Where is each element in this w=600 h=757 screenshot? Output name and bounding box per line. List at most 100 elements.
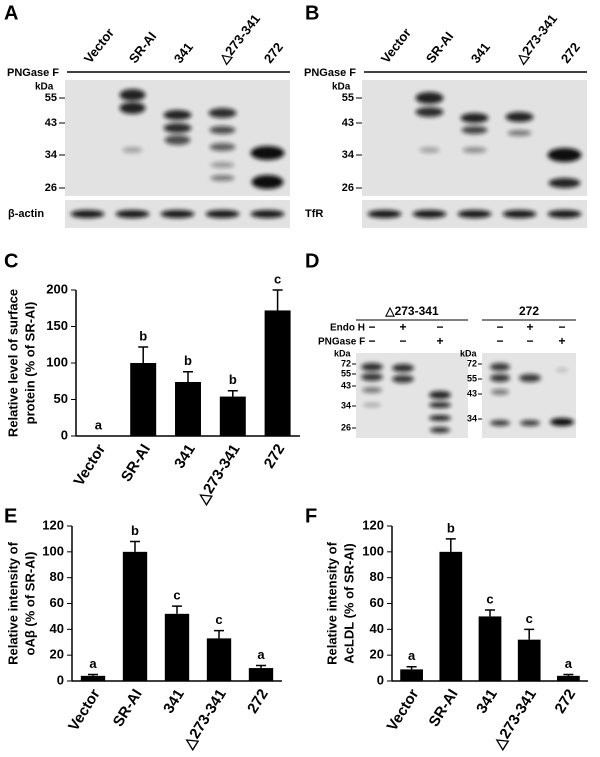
bar [557, 675, 580, 681]
blot-band [412, 210, 447, 218]
group-title: △273-341 [384, 304, 439, 318]
y-tick-label: 100 [42, 543, 64, 558]
blot-band [505, 112, 534, 122]
kda-marker: 72 [467, 358, 477, 368]
blot-band [209, 126, 236, 134]
row-label: Endo H [330, 323, 365, 334]
sign: + [399, 320, 406, 334]
blot-band [163, 110, 192, 120]
blot-band [122, 147, 143, 153]
row-label: PNGase F [318, 337, 365, 348]
y-tick-label: 50 [54, 391, 68, 406]
significance-letter: b [184, 353, 192, 368]
blot-band [367, 210, 402, 218]
blot-band [490, 420, 510, 426]
y-tick-label: 120 [42, 517, 64, 532]
kda-marker: 43 [45, 117, 57, 129]
panel-label: F [305, 505, 317, 527]
kda-marker: 34 [341, 400, 351, 410]
sign: − [368, 334, 375, 348]
blot-band [210, 175, 235, 181]
sign: − [399, 334, 406, 348]
blot-band [209, 143, 236, 151]
blot-band [70, 210, 105, 218]
blot-band [363, 403, 381, 407]
kda-label: kDa [332, 82, 351, 93]
blot-band [210, 162, 235, 168]
significance-letter: b [131, 523, 139, 538]
panel-label: D [305, 250, 319, 272]
y-tick-label: 100 [362, 543, 384, 558]
y-tick-label: 20 [50, 647, 64, 662]
blot-band [429, 402, 451, 408]
sign: − [558, 320, 565, 334]
blot-band [164, 135, 191, 145]
sign: − [496, 334, 503, 348]
kda-marker: 55 [467, 373, 477, 383]
y-tick-label: 80 [370, 569, 384, 584]
bar [122, 551, 148, 681]
blot-band [392, 375, 414, 383]
significance-letter: a [95, 417, 103, 432]
significance-letter: a [257, 647, 265, 662]
blot-band [251, 175, 284, 189]
kda-marker: 43 [342, 117, 354, 129]
error-bar [485, 609, 495, 617]
significance-letter: a [89, 656, 97, 671]
blot-band [419, 147, 440, 153]
kda-marker: 26 [45, 182, 57, 194]
y-axis-label: Relative intensity of [324, 541, 339, 664]
significance-letter: c [173, 588, 180, 603]
bar [206, 638, 232, 681]
significance-letter: b [447, 520, 455, 535]
error-bar [183, 371, 193, 382]
panel-label: E [4, 505, 17, 527]
blot-band [119, 102, 146, 114]
y-tick-label: 150 [46, 318, 68, 333]
kda-marker: 43 [467, 388, 477, 398]
significance-letter: a [565, 656, 573, 671]
blot-band [519, 374, 541, 382]
error-bar [406, 666, 417, 670]
error-bar [130, 540, 140, 552]
y-tick-label: 200 [46, 281, 68, 296]
blot-band [520, 420, 540, 426]
bar [439, 551, 463, 681]
bar [478, 616, 502, 681]
kda-marker: 26 [342, 182, 354, 194]
lane-label: SR-AI [423, 29, 457, 66]
sign: + [526, 320, 533, 334]
blot-band [115, 210, 150, 218]
blot-band [507, 130, 532, 136]
blot-band [457, 210, 492, 218]
blot-band [547, 210, 582, 218]
error-bar [524, 628, 535, 640]
panel-label: B [305, 2, 319, 24]
sign: + [558, 334, 565, 348]
blot-band [491, 389, 509, 395]
kda-label: kDa [334, 348, 352, 358]
kda-label: kDa [35, 82, 54, 93]
lane-label: SR-AI [126, 29, 160, 66]
lane-label: 341 [171, 40, 196, 66]
x-tick-label: 272 [261, 441, 289, 471]
blot-band [361, 363, 383, 371]
kda-marker: 26 [341, 422, 351, 432]
lane-label: 272 [261, 40, 286, 66]
error-bar [214, 629, 224, 639]
x-tick-label: SR-AI [425, 686, 461, 730]
y-tick-label: 0 [61, 427, 68, 442]
y-tick-label: 0 [57, 672, 64, 687]
blot-band [415, 107, 444, 117]
y-tick-label: 40 [50, 621, 64, 636]
panel-label: A [4, 2, 18, 24]
x-tick-label: 272 [551, 686, 579, 716]
blot-band [548, 178, 581, 188]
kda-marker: 34 [467, 413, 477, 423]
blot-band [490, 374, 510, 382]
blot-band [460, 113, 489, 123]
error-bar [563, 673, 574, 676]
blot-band [490, 363, 510, 371]
blot-band [550, 418, 574, 426]
y-axis-label: Relative level of surface [5, 289, 20, 437]
